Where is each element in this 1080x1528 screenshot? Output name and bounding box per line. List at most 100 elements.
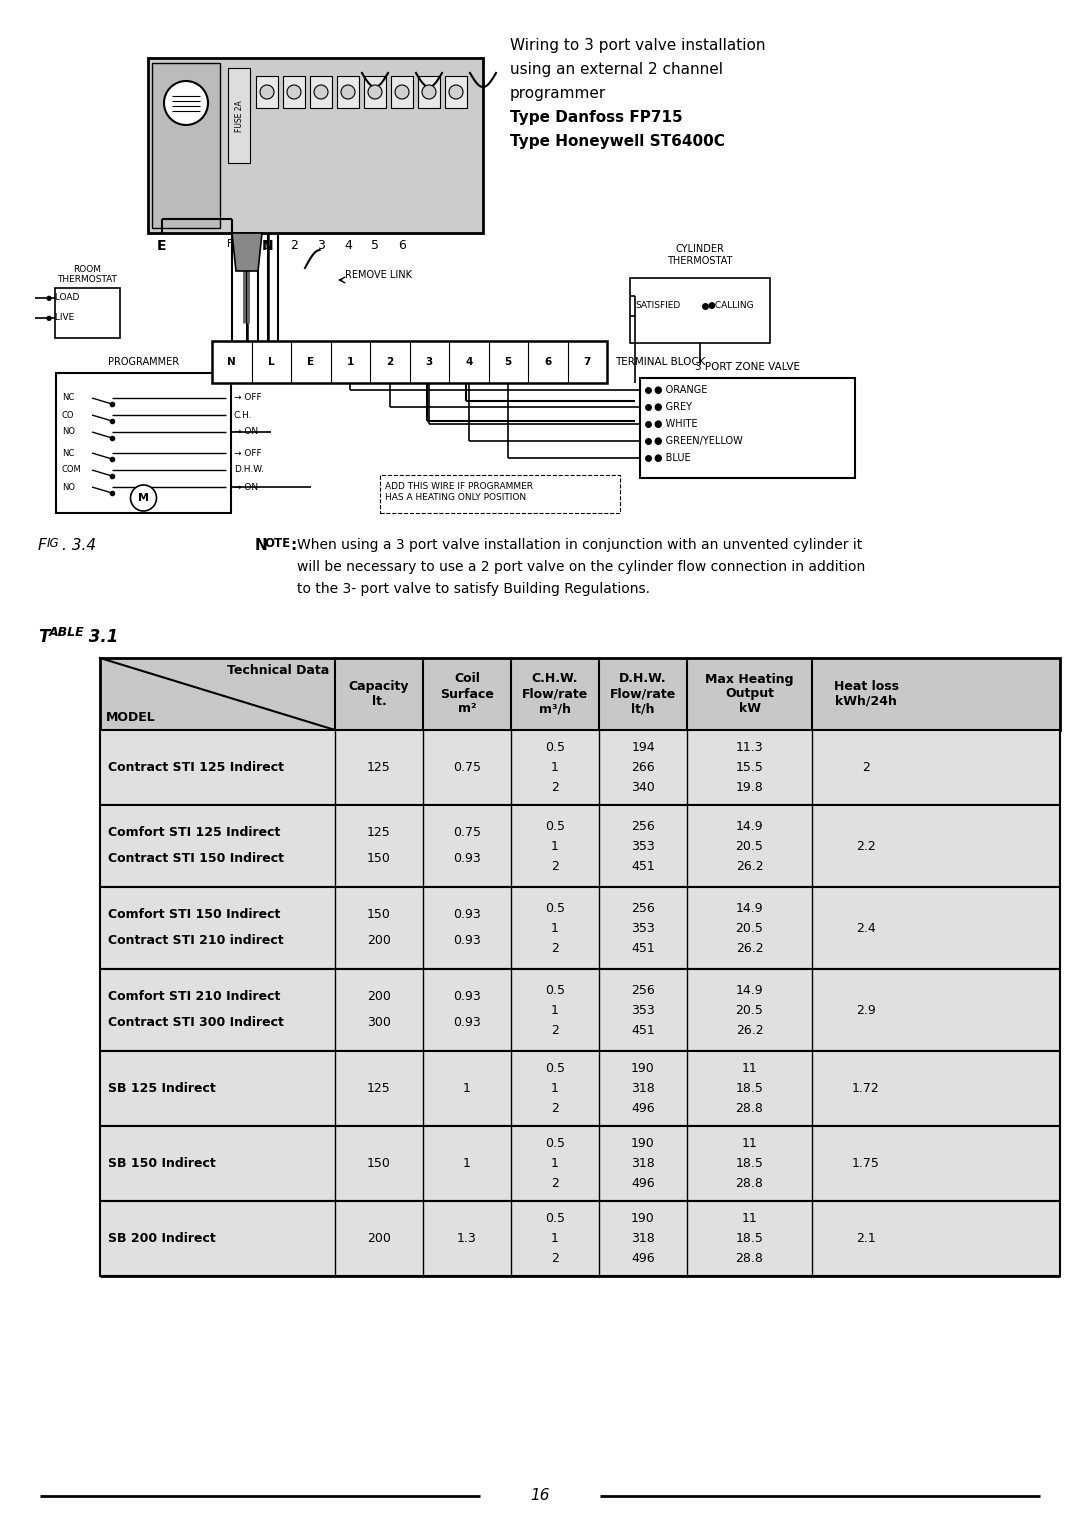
Text: 496: 496 (631, 1177, 654, 1190)
Text: 200: 200 (367, 990, 391, 1002)
Text: E: E (307, 358, 314, 367)
Text: 0.93: 0.93 (454, 990, 481, 1002)
Circle shape (422, 86, 436, 99)
Text: 0.93: 0.93 (454, 934, 481, 946)
Text: SB 150 Indirect: SB 150 Indirect (108, 1157, 216, 1170)
Text: Type Honeywell ST6400C: Type Honeywell ST6400C (510, 134, 725, 150)
Text: 2: 2 (551, 941, 559, 955)
Text: 0.75: 0.75 (453, 825, 481, 839)
Text: 15.5: 15.5 (735, 761, 764, 775)
Text: 496: 496 (631, 1102, 654, 1115)
Text: NC: NC (62, 394, 75, 402)
Text: SB 200 Indirect: SB 200 Indirect (108, 1232, 216, 1245)
Text: 353: 353 (631, 1004, 654, 1016)
Text: ADD THIS WIRE IF PROGRAMMER
HAS A HEATING ONLY POSITION: ADD THIS WIRE IF PROGRAMMER HAS A HEATIN… (384, 483, 534, 501)
Text: FUSE 2A: FUSE 2A (234, 101, 243, 131)
Bar (55, 287, 120, 338)
Text: 1: 1 (463, 1082, 471, 1096)
Text: C.H.: C.H. (234, 411, 253, 420)
Text: 18.5: 18.5 (735, 1157, 764, 1170)
Bar (310, 76, 332, 108)
Bar (100, 805, 1059, 886)
Text: 11: 11 (742, 1062, 757, 1076)
Text: D.H.W.: D.H.W. (234, 466, 264, 475)
Text: 11: 11 (742, 1137, 757, 1151)
Text: 318: 318 (631, 1157, 654, 1170)
Text: 1: 1 (551, 761, 559, 775)
Text: 200: 200 (367, 934, 391, 946)
Text: 26.2: 26.2 (735, 941, 764, 955)
Text: ● ORANGE: ● ORANGE (654, 385, 707, 396)
Bar (418, 76, 440, 108)
Text: 2: 2 (551, 781, 559, 795)
Text: 20.5: 20.5 (735, 839, 764, 853)
Text: ABLE: ABLE (49, 626, 84, 639)
Text: ● WHITE: ● WHITE (654, 419, 698, 429)
Text: Contract STI 125 Indirect: Contract STI 125 Indirect (108, 761, 284, 775)
Text: 1.75: 1.75 (852, 1157, 880, 1170)
Text: Max Heating
Output
kW: Max Heating Output kW (705, 672, 794, 715)
Circle shape (395, 86, 409, 99)
Text: Wiring to 3 port valve installation: Wiring to 3 port valve installation (510, 38, 766, 53)
Text: 7: 7 (583, 358, 591, 367)
Text: 0.93: 0.93 (454, 908, 481, 920)
Text: 18.5: 18.5 (735, 1232, 764, 1245)
Circle shape (131, 484, 157, 510)
Bar (100, 1126, 1059, 1201)
Text: 266: 266 (631, 761, 654, 775)
Text: ● GREEN/YELLOW: ● GREEN/YELLOW (654, 435, 743, 446)
Text: ●: ● (45, 315, 52, 321)
Text: Comfort STI 150 Indirect: Comfort STI 150 Indirect (108, 908, 281, 920)
Bar (283, 76, 305, 108)
Text: OTE: OTE (264, 536, 291, 550)
Text: :: : (291, 538, 296, 553)
Text: 1: 1 (463, 1157, 471, 1170)
Text: 1: 1 (551, 1004, 559, 1016)
Text: 0.5: 0.5 (545, 1212, 565, 1225)
Text: 2: 2 (862, 761, 869, 775)
Text: 0.5: 0.5 (545, 984, 565, 996)
Bar (337, 76, 359, 108)
Text: 256: 256 (631, 984, 654, 996)
Bar (152, 63, 220, 228)
Circle shape (287, 86, 301, 99)
Text: to the 3- port valve to satisfy Building Regulations.: to the 3- port valve to satisfy Building… (297, 582, 650, 596)
Text: 5: 5 (504, 358, 512, 367)
Text: 0.5: 0.5 (545, 741, 565, 753)
Text: 300: 300 (367, 1016, 391, 1028)
Text: 2: 2 (551, 1024, 559, 1036)
Text: D.H.W.
Flow/rate
lt/h: D.H.W. Flow/rate lt/h (610, 672, 676, 715)
Text: NO: NO (62, 428, 75, 437)
Text: 1: 1 (551, 1157, 559, 1170)
Text: Comfort STI 210 Indirect: Comfort STI 210 Indirect (108, 990, 281, 1002)
Text: Technical Data: Technical Data (227, 665, 329, 677)
Text: NO: NO (62, 483, 75, 492)
Text: 26.2: 26.2 (735, 1024, 764, 1036)
Text: MODEL: MODEL (106, 711, 156, 724)
Text: TERMINAL BLOCK: TERMINAL BLOCK (615, 358, 705, 367)
Text: 2: 2 (551, 1251, 559, 1265)
Text: 14.9: 14.9 (735, 984, 764, 996)
Text: 1: 1 (264, 238, 271, 252)
Text: F: F (38, 538, 46, 553)
Bar (100, 969, 1059, 1051)
Bar (228, 69, 249, 163)
Text: 3: 3 (318, 238, 325, 252)
Text: 451: 451 (631, 859, 654, 872)
Text: programmer: programmer (510, 86, 606, 101)
Text: 3: 3 (426, 358, 433, 367)
Circle shape (368, 86, 382, 99)
Text: ●CALLING: ●CALLING (708, 301, 755, 310)
Text: 2: 2 (387, 358, 393, 367)
Text: 150: 150 (367, 851, 391, 865)
Text: using an external 2 channel: using an external 2 channel (510, 63, 723, 76)
Text: ●: ● (45, 295, 52, 301)
Circle shape (449, 86, 463, 99)
Text: 2: 2 (291, 238, 298, 252)
Text: 194: 194 (631, 741, 654, 753)
Text: 318: 318 (631, 1232, 654, 1245)
Circle shape (164, 81, 208, 125)
Circle shape (260, 86, 274, 99)
Text: N: N (228, 358, 237, 367)
Text: . 3.4: . 3.4 (62, 538, 96, 553)
